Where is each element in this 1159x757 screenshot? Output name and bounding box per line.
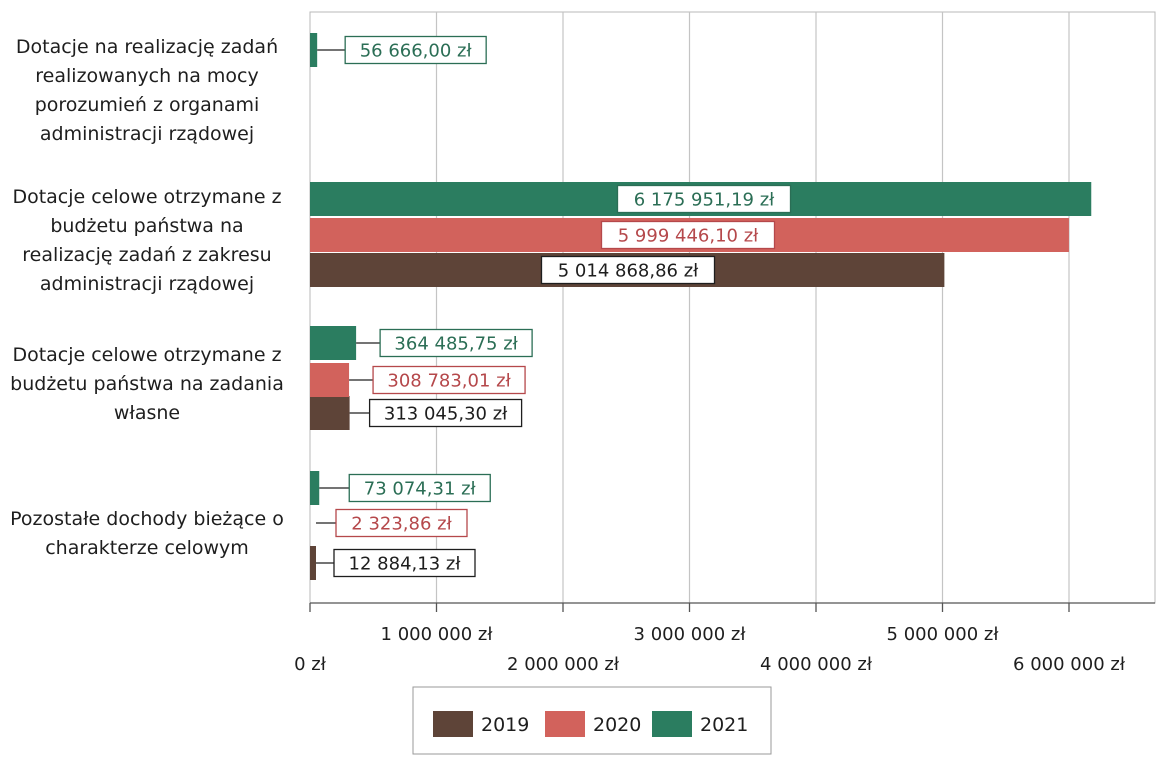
- x-tick-label: 6 000 000 zł: [1013, 654, 1126, 675]
- x-tick-label: 1 000 000 zł: [381, 624, 494, 645]
- data-label: 364 485,75 zł: [394, 334, 518, 355]
- data-label: 6 175 951,19 zł: [634, 190, 775, 211]
- legend-label: 2021: [700, 714, 748, 736]
- bar-2021: [310, 326, 357, 360]
- category-label: budżetu państwa na: [50, 215, 243, 237]
- category-labels: Dotacje na realizację zadań realizowanych…: [10, 36, 284, 559]
- data-label: 313 045,30 zł: [384, 404, 508, 425]
- bar-2021: [310, 471, 320, 505]
- x-tick-label: 4 000 000 zł: [760, 654, 873, 675]
- x-tick-label: 2 000 000 zł: [507, 654, 620, 675]
- data-label-box: [379, 328, 533, 358]
- data-label: 5 999 446,10 zł: [618, 226, 759, 247]
- data-label: 12 884,13 zł: [349, 554, 462, 575]
- x-tick-label: 5 000 000 zł: [887, 624, 1000, 645]
- data-labels: 5 014 868,86 zł 313 045,30 zł 12 884,13 zł…: [316, 35, 792, 578]
- legend-swatch: [545, 711, 585, 737]
- category-label: budżetu państwa na zadania: [10, 373, 284, 395]
- category-label: charakterze celowym: [45, 537, 249, 559]
- data-label-box: [348, 473, 491, 503]
- data-label: 73 074,31 zł: [364, 479, 477, 500]
- category-label: administracji rządowej: [40, 273, 254, 295]
- bar-2019: [310, 396, 350, 430]
- data-label: 2 323,86 zł: [351, 514, 452, 535]
- legend-label: 2019: [481, 714, 529, 736]
- data-label-box: [616, 184, 792, 214]
- x-tick-label: 3 000 000 zł: [634, 624, 747, 645]
- category-label: Dotacje celowe otrzymane z: [12, 344, 281, 366]
- bar-2021: [310, 33, 318, 67]
- data-label: 5 014 868,86 zł: [558, 261, 699, 282]
- category-label: porozumień z organami: [35, 94, 260, 116]
- legend-swatch: [433, 711, 473, 737]
- data-label-box: [600, 220, 776, 250]
- x-tick-label: 0 zł: [294, 654, 327, 675]
- category-label: realizację zadań z zakresu: [22, 244, 271, 266]
- category-label: administracji rządowej: [40, 123, 254, 145]
- category-label: Dotacje na realizację zadań: [16, 36, 278, 58]
- legend: 2019 2020 2021: [412, 686, 772, 755]
- data-label: 56 666,00 zł: [360, 41, 473, 62]
- data-label-box: [344, 35, 487, 65]
- bar-2019: [310, 546, 316, 580]
- bar-2020: [310, 363, 350, 397]
- category-label: Dotacje celowe otrzymane z: [12, 186, 281, 208]
- category-label: Pozostałe dochody bieżące o: [10, 508, 284, 530]
- data-label-box: [540, 255, 716, 285]
- data-label-box: [333, 548, 476, 578]
- category-label: realizowanych na mocy: [35, 65, 258, 87]
- data-label-box: [368, 398, 523, 428]
- x-axis: 0 zł 1 000 000 zł 2 000 000 zł 3 000 000 zł…: [294, 602, 1155, 675]
- legend-swatch: [652, 711, 692, 737]
- data-label-box: [335, 508, 468, 538]
- legend-label: 2020: [593, 714, 641, 736]
- data-label-box: [372, 365, 526, 395]
- data-label: 308 783,01 zł: [387, 371, 511, 392]
- category-label: własne: [114, 402, 180, 424]
